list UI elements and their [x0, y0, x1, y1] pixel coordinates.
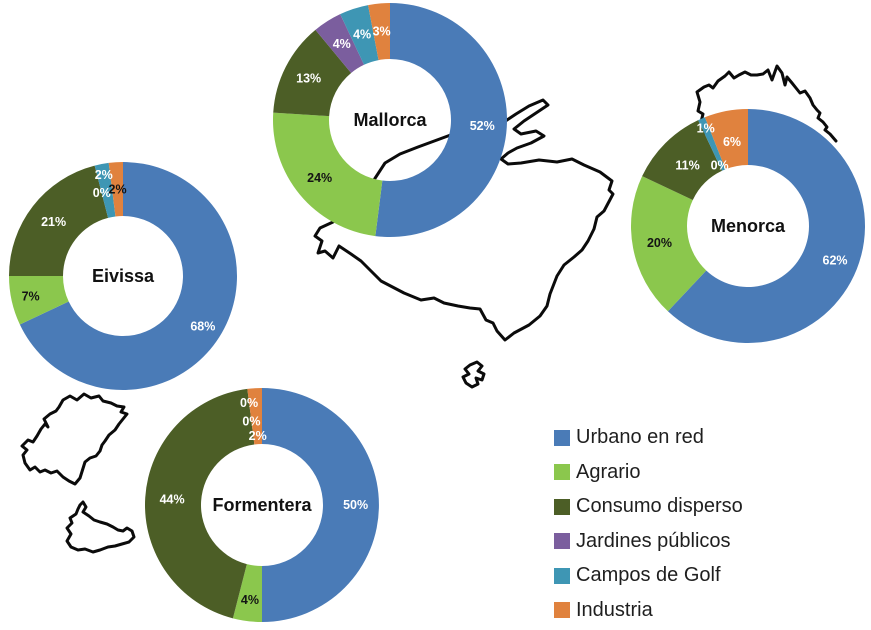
legend-item-campos-de-golf: Campos de Golf	[554, 565, 743, 586]
slice-consumo-disperso	[642, 120, 723, 201]
slice-value-label: 0%	[240, 396, 258, 410]
mallorca-map-outline	[313, 98, 615, 342]
slice-value-label: 0%	[93, 186, 111, 200]
donut-center-label-mallorca: Mallorca	[353, 110, 427, 130]
slice-value-label: 3%	[373, 24, 391, 38]
slice-jardines-p-blicos	[315, 14, 365, 73]
slice-agrario	[232, 564, 262, 622]
slice-urbano-en-red	[375, 3, 507, 237]
slice-agrario	[9, 276, 69, 325]
slice-value-label: 44%	[160, 492, 185, 506]
slice-campos-de-golf	[340, 5, 379, 65]
slice-industria	[704, 109, 748, 170]
legend-swatch-icon	[554, 429, 570, 446]
legend-swatch-icon	[554, 498, 570, 515]
slice-industria	[247, 388, 262, 445]
donut-eivissa: 68%7%21%0%2%2%Eivissa	[9, 162, 237, 390]
donut-formentera: 50%4%44%0%0%2%Formentera	[145, 388, 379, 622]
slice-value-label: 1%	[697, 121, 715, 135]
formentera-map-outline	[65, 500, 136, 554]
slice-value-label: 62%	[823, 253, 848, 267]
slice-industria	[108, 162, 123, 217]
slice-value-label: 2%	[109, 183, 127, 197]
chart-legend: Urbano en red Agrario Consumo disperso Jard…	[554, 427, 743, 630]
legend-label: Campos de Golf	[576, 564, 721, 586]
legend-label: Urbano en red	[576, 426, 704, 448]
cabrera-islet-outline	[461, 360, 486, 389]
legend-label: Agrario	[576, 460, 641, 483]
slice-urbano-en-red	[19, 162, 237, 390]
slice-value-label: 20%	[647, 236, 672, 250]
donut-menorca: 62% 20% 11% 0% 1% 6% Menorca	[630, 109, 865, 343]
slice-value-label: 4%	[333, 37, 351, 51]
slice-value-label: 2%	[95, 168, 113, 182]
legend-label: Industria	[576, 598, 653, 621]
donut-mallorca: 52%24%13%4%4% 3%Mallorca	[273, 3, 507, 237]
slice-campos-de-golf	[94, 162, 116, 218]
menorca-map-outline	[695, 64, 838, 149]
donut-center-label-menorca: Menorca	[711, 216, 786, 236]
slice-campos-de-golf	[698, 117, 726, 171]
slice-value-label: 0%	[242, 414, 260, 428]
slice-industria	[368, 3, 390, 61]
slice-value-label: 13%	[296, 72, 321, 86]
legend-item-industria: Industria	[554, 598, 743, 621]
slice-consumo-disperso	[9, 165, 109, 276]
slice-value-label: 68%	[190, 320, 215, 334]
legend-swatch-icon	[554, 567, 570, 584]
legend-item-agrario: Agrario	[554, 460, 743, 483]
slice-value-label: 2%	[249, 429, 267, 443]
eivissa-map-outline	[20, 392, 129, 486]
slice-value-label: 0%	[711, 159, 729, 173]
map-outlines	[20, 64, 838, 554]
slice-value-label: 4%	[353, 27, 371, 41]
slice-urbano-en-red	[262, 388, 379, 622]
slice-value-label: 24%	[307, 171, 332, 185]
slice-urbano-en-red	[667, 109, 865, 343]
legend-swatch-icon	[554, 602, 570, 618]
slice-value-label: 50%	[343, 498, 368, 512]
slice-value-label: 52%	[470, 119, 495, 133]
legend-swatch-icon	[554, 533, 570, 549]
legend-label: Jardines públicos	[576, 529, 731, 552]
slice-agrario	[273, 112, 383, 237]
slice-value-label: 6%	[723, 135, 741, 149]
slice-value-label: 11%	[675, 159, 699, 173]
donut-center-label-eivissa: Eivissa	[92, 266, 155, 286]
legend-label: Consumo disperso	[576, 495, 743, 517]
slice-agrario	[630, 176, 707, 312]
slice-value-label: 21%	[41, 215, 66, 229]
slice-value-label: 4%	[241, 593, 259, 607]
slice-consumo-disperso	[145, 388, 255, 619]
donut-center-label-formentera: Formentera	[212, 495, 312, 515]
slice-value-label: 7%	[22, 290, 40, 304]
legend-item-jardines-p-blicos: Jardines públicos	[554, 529, 743, 552]
slice-consumo-disperso	[273, 29, 352, 117]
legend-item-urbano-en-red: Urbano en red	[554, 427, 743, 448]
legend-swatch-icon	[554, 464, 570, 480]
legend-item-consumo-disperso: Consumo disperso	[554, 496, 743, 517]
